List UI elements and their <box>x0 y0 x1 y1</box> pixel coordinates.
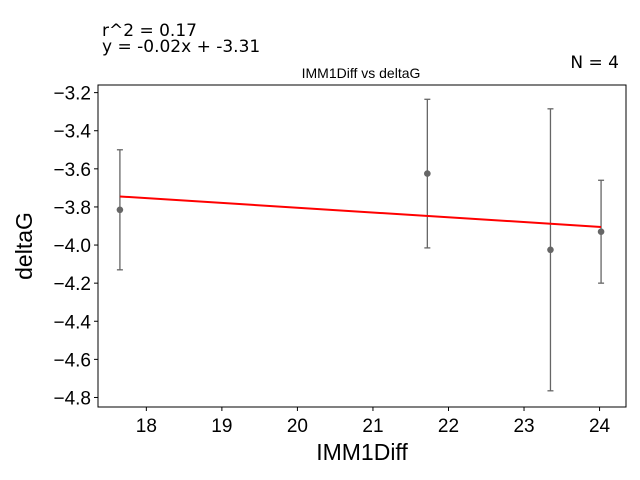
x-tick-label: 20 <box>287 416 308 437</box>
x-tick-label: 19 <box>211 416 232 437</box>
data-point-4 <box>597 228 605 236</box>
y-axis-ticks: −3.2 −3.4 −3.6 −3.8 −4.0 −4.2 −4.4 −4.6 −4.8 <box>53 84 98 409</box>
y-tick-label: −3.4 <box>53 122 91 143</box>
y-tick-label: −3.2 <box>53 84 91 105</box>
x-tick-label: 23 <box>513 416 534 437</box>
y-tick-label: −4.8 <box>53 388 91 409</box>
y-tick-label: −4.0 <box>53 236 91 257</box>
x-tick-label: 24 <box>589 416 611 437</box>
data-point-2 <box>424 170 431 177</box>
data-point-3 <box>547 246 554 254</box>
y-tick-label: −4.6 <box>53 350 91 371</box>
y-axis-label: deltaG <box>11 212 37 280</box>
fit-line <box>119 195 602 228</box>
x-tick-label: 22 <box>438 416 459 437</box>
chart-title: IMM1Diff vs deltaG <box>302 65 421 81</box>
axes-frame <box>97 84 627 408</box>
x-axis-ticks: 18 19 20 21 22 23 24 <box>136 407 611 437</box>
x-axis-label: IMM1Diff <box>316 439 408 465</box>
x-tick-label: 21 <box>362 416 383 437</box>
y-tick-label: −3.6 <box>53 160 91 181</box>
y-tick-label: −4.2 <box>53 274 91 295</box>
r-squared-annotation: r^2 = 0.17 <box>102 21 197 41</box>
plot-area <box>116 98 605 392</box>
data-point-1 <box>116 206 124 214</box>
sample-count-annotation: N = 4 <box>570 53 619 73</box>
fit-equation-annotation: y = -0.02x + -3.31 <box>102 37 260 57</box>
y-tick-label: −3.8 <box>53 198 91 219</box>
y-tick-label: −4.4 <box>53 312 91 333</box>
x-tick-label: 18 <box>136 416 157 437</box>
